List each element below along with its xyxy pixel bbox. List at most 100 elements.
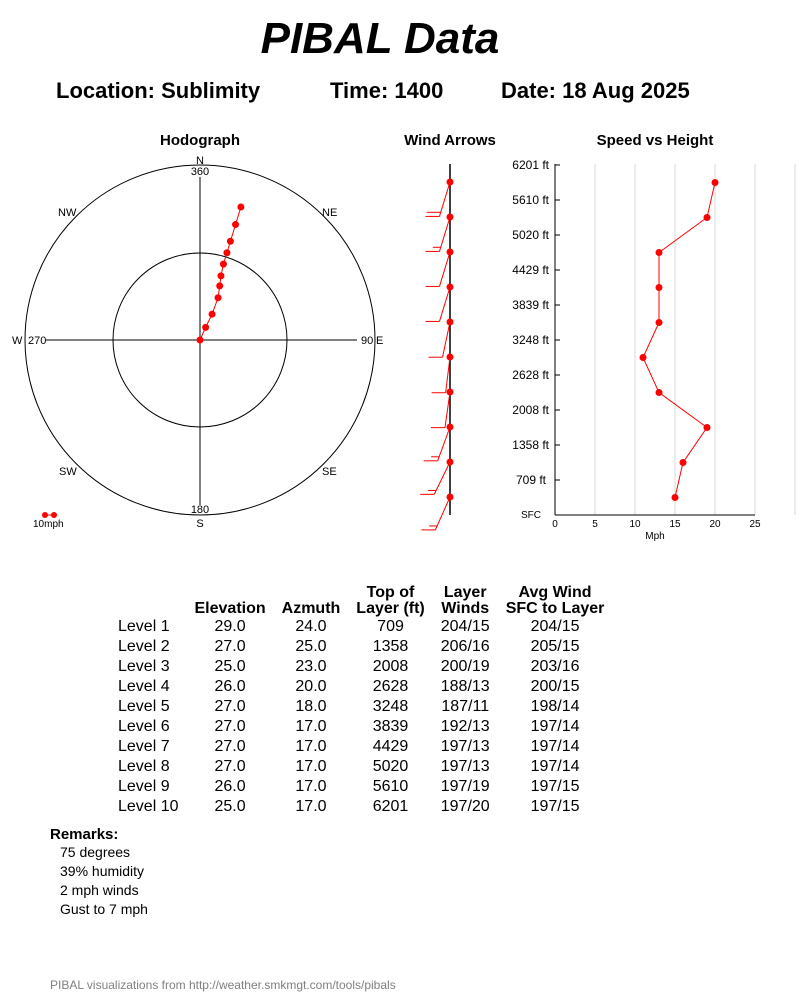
table-row: Level 1 29.0 24.0 709 204/15 204/15 [110, 617, 612, 637]
table-cell: Level 5 [118, 698, 170, 715]
label-s: S [196, 518, 203, 530]
arrow-point [446, 178, 454, 186]
barb-shaft [444, 391, 451, 428]
date: Date: 18 Aug 2025 [501, 78, 690, 103]
table-cell: 4429 [372, 738, 409, 755]
wind-barb [423, 423, 454, 462]
table-row: Level 7 27.0 17.0 4429 197/13 197/14 [110, 737, 612, 757]
table-cell: 26.0 [214, 778, 246, 795]
label-360: 360 [191, 166, 209, 178]
table-cell: 2628 [372, 678, 409, 695]
column-header: Top of Layer (ft) [356, 584, 425, 617]
arrow-point [446, 458, 454, 466]
table-cell: 27.0 [214, 718, 246, 735]
y-tick-label: 1358 ft [512, 438, 549, 452]
speed-line [642, 182, 716, 498]
wind-barb [421, 493, 454, 531]
speed-point [679, 459, 687, 466]
table-cell: 18.0 [295, 698, 327, 715]
table-cell: 188/13 [440, 678, 490, 695]
wind-barb [425, 213, 454, 252]
barb-shaft [445, 356, 451, 393]
label-w: W [12, 335, 23, 347]
arrow-point [446, 353, 454, 361]
table-cell: 20.0 [295, 678, 327, 695]
footer: PIBAL visualizations from http://weather… [50, 978, 396, 992]
x-tick-label: 15 [669, 519, 681, 530]
wind-barb [425, 283, 454, 322]
table-cell: 205/15 [530, 638, 580, 655]
hodograph-point [226, 237, 234, 245]
table-cell: Level 6 [118, 718, 170, 735]
y-tick-label: 2008 ft [512, 403, 549, 417]
barb-shaft [438, 216, 451, 252]
y-tick-label: 2628 ft [512, 368, 549, 382]
table-cell: 200/15 [530, 678, 580, 695]
table-row: Level 6 27.0 17.0 3839 192/13 197/14 [110, 717, 612, 737]
table-cell: 3248 [372, 698, 409, 715]
speed-title: Speed vs Height [596, 132, 714, 149]
wind-barb [425, 248, 454, 287]
table-cell: 197/19 [440, 778, 490, 795]
table-cell: 25.0 [295, 638, 327, 655]
table-cell: 17.0 [295, 738, 327, 755]
column-header: Elevation [194, 600, 266, 617]
table-cell: 27.0 [214, 738, 246, 755]
table-cell: 6201 [372, 798, 409, 815]
x-axis-label: Mph [645, 531, 664, 542]
table-cell: 24.0 [295, 618, 327, 635]
hodograph-point [196, 336, 204, 344]
hodograph-point [232, 221, 240, 229]
hodograph-title: Hodograph [160, 132, 240, 149]
wind-barb [428, 318, 454, 358]
hodograph-point [202, 323, 210, 331]
speed-point [703, 214, 711, 221]
column-header: Azmuth [281, 600, 341, 617]
table-cell: 25.0 [214, 798, 246, 815]
speed-chart: SFC 709 ft 1358 ft 2008 ft 2628 ft 3248 ft 383… [512, 158, 796, 542]
table-cell: 5610 [372, 778, 409, 795]
x-tick-label: 25 [749, 519, 761, 530]
table-cell: 17.0 [295, 778, 327, 795]
table-cell: Level 1 [118, 618, 170, 635]
table-cell: 204/15 [440, 618, 490, 635]
table-cell: 187/11 [441, 698, 490, 715]
y-tick-label: 6201 ft [512, 158, 549, 172]
wind-barb [425, 178, 454, 217]
table-cell: 204/15 [530, 618, 580, 635]
barb-shaft [433, 461, 451, 495]
table-row: Level 5 27.0 18.0 3248 187/11 198/14 [110, 697, 612, 717]
y-tick-label: 5610 ft [512, 193, 549, 207]
x-tick-label: 5 [592, 519, 598, 530]
speed-point [655, 249, 663, 256]
table-row: Level 8 27.0 17.0 5020 197/13 197/14 [110, 757, 612, 777]
table-row: Level 10 25.0 17.0 6201 197/20 197/15 [110, 797, 612, 817]
table-cell: 17.0 [295, 718, 327, 735]
wind-arrows-title: Wind Arrows [404, 132, 496, 149]
label-90: 90 [361, 335, 373, 347]
barb-shaft [434, 496, 451, 531]
table-cell: Level 9 [118, 778, 170, 795]
hodograph-point [223, 249, 231, 257]
scale-label: 10mph [33, 519, 64, 530]
y-tick-label: 709 ft [516, 473, 547, 487]
arrow-point [446, 213, 454, 221]
label-sw: SW [59, 466, 77, 478]
y-tick-label: 3839 ft [512, 298, 549, 312]
table-cell: 5020 [372, 758, 409, 775]
column-header [110, 585, 187, 617]
speed-point [671, 494, 679, 501]
table-cell: 25.0 [214, 658, 246, 675]
x-tick-label: 20 [709, 519, 721, 530]
column-header: Layer Winds [441, 584, 490, 617]
page-title: PIBAL Data [260, 14, 500, 63]
x-tick-label: 10 [629, 519, 641, 530]
table-cell: 2008 [372, 658, 409, 675]
table-cell: 26.0 [214, 678, 246, 695]
speed-point [711, 179, 719, 186]
table-cell: 1358 [372, 638, 409, 655]
hodograph: N 360 S 180 W 270 90 E NW NE SW SE 10mph [12, 155, 383, 530]
time: Time: 1400 [330, 78, 444, 103]
arrow-point [446, 248, 454, 256]
table-cell: Level 8 [118, 758, 170, 775]
